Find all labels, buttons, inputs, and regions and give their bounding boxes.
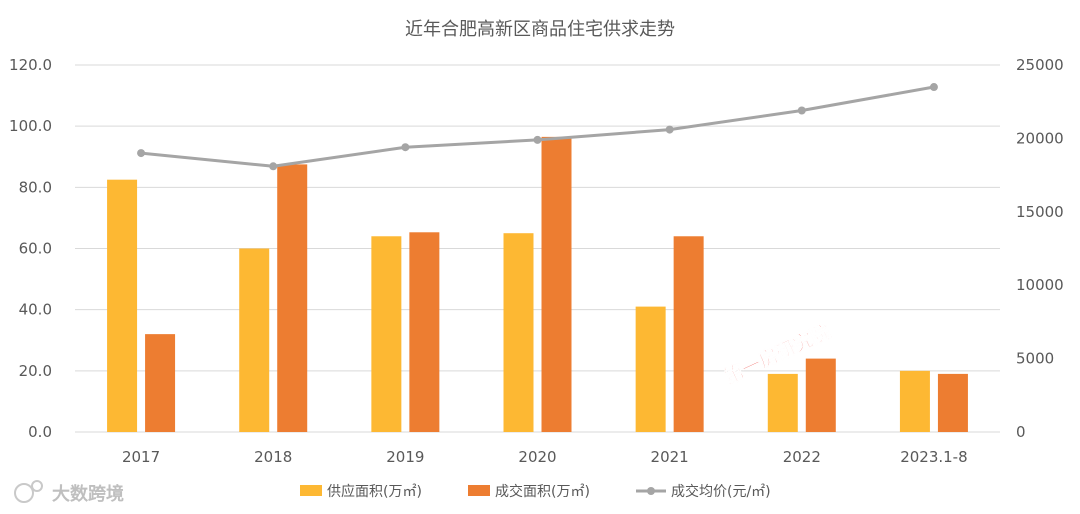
transaction-area-bar (673, 236, 704, 432)
transaction-area-bar (805, 358, 836, 432)
legend-label: 成交均价(元/㎡) (671, 483, 771, 500)
legend-swatch (468, 485, 490, 496)
bar-series (107, 136, 968, 433)
left-axis-tick-label: 100.0 (9, 117, 52, 135)
category-label: 2019 (386, 448, 424, 466)
category-label: 2018 (254, 448, 292, 466)
left-axis-tick-label: 0.0 (28, 423, 52, 441)
left-axis-tick-label: 20.0 (19, 362, 52, 380)
watermark-corner: 大数跨境 (14, 480, 124, 505)
supply-area-bar (503, 233, 534, 432)
avg-price-point (269, 162, 278, 171)
transaction-area-bar (145, 334, 176, 432)
category-axis-labels: 2017 2018 2019 2020 2021 2022 2023.1-8 (122, 448, 968, 466)
supply-area-bar (371, 236, 402, 432)
transaction-area-bar (541, 136, 572, 432)
right-axis-tick-label: 10000 (1016, 276, 1064, 294)
chart-title: 近年合肥高新区商品住宅供求走势 (405, 19, 675, 40)
category-label: 2021 (651, 448, 689, 466)
supply-area-bar (107, 179, 138, 432)
right-axis-tick-label: 20000 (1016, 129, 1064, 147)
legend-marker (647, 487, 655, 495)
legend-label: 成交面积(万㎡) (495, 483, 590, 500)
left-axis-ticks: 0.0 20.0 40.0 60.0 80.0 100.0 120.0 (9, 56, 52, 441)
left-axis-tick-label: 80.0 (19, 178, 52, 196)
category-label: 2017 (122, 448, 160, 466)
watermark-logo-dot-icon (31, 480, 43, 492)
watermark-corner-text: 大数跨境 (52, 483, 124, 505)
left-axis-tick-label: 120.0 (9, 56, 52, 74)
avg-price-point (533, 135, 542, 144)
legend-label: 供应面积(万㎡) (327, 483, 422, 500)
gridlines (75, 64, 1000, 433)
avg-price-point (401, 143, 410, 152)
transaction-area-bar (277, 164, 308, 433)
right-axis-tick-label: 5000 (1016, 350, 1054, 368)
avg-price-point (797, 106, 806, 115)
legend-swatch (300, 485, 322, 496)
category-label: 2022 (783, 448, 821, 466)
right-axis-tick-label: 15000 (1016, 203, 1064, 221)
right-axis-ticks: 0 5000 10000 15000 20000 25000 (1016, 56, 1064, 441)
category-label: 2020 (518, 448, 556, 466)
avg-price-point (137, 149, 146, 158)
watermark-logo-icon (14, 483, 34, 503)
transaction-area-bar (409, 232, 440, 432)
transaction-area-bar (937, 373, 968, 432)
line-series (137, 83, 938, 171)
avg-price-point (665, 125, 674, 134)
left-axis-tick-label: 60.0 (19, 240, 52, 258)
left-axis-tick-label: 40.0 (19, 301, 52, 319)
right-axis-tick-label: 25000 (1016, 56, 1064, 74)
legend: 供应面积(万㎡) 成交面积(万㎡) 成交均价(元/㎡) (300, 483, 771, 500)
supply-area-bar (899, 370, 930, 432)
supply-area-bar (635, 306, 666, 432)
avg-price-point (929, 83, 938, 92)
supply-area-bar (239, 248, 270, 432)
right-axis-tick-label: 0 (1016, 423, 1026, 441)
supply-area-bar (767, 373, 798, 432)
category-label: 2023.1-8 (900, 448, 967, 466)
